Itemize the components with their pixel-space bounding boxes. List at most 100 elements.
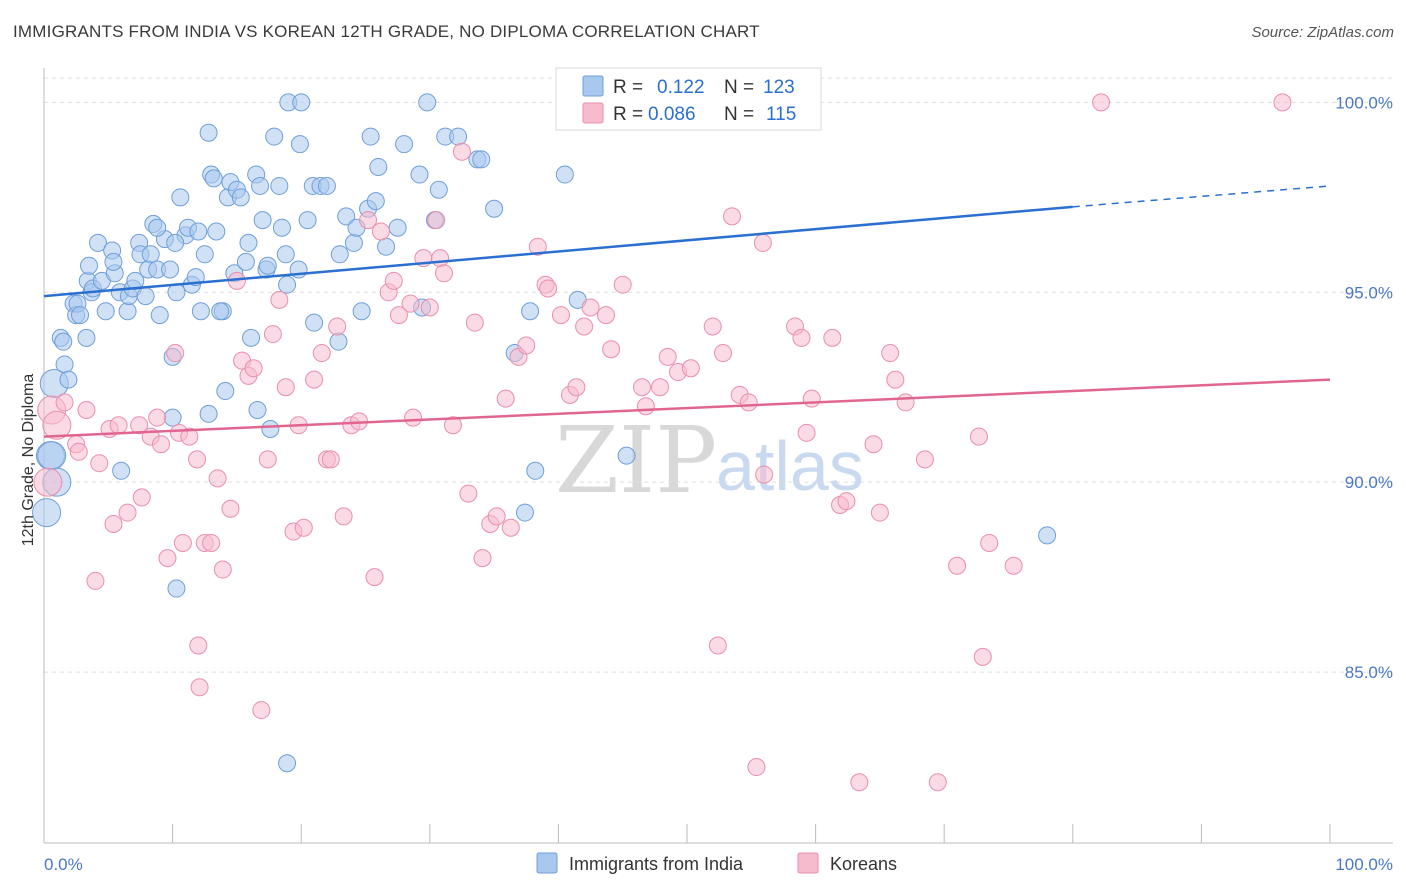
korean-point xyxy=(487,507,506,526)
india-point xyxy=(148,218,167,237)
india-point xyxy=(449,127,468,146)
korean-point xyxy=(596,306,615,325)
india-point xyxy=(344,233,363,252)
korean-point xyxy=(681,359,700,378)
korean-point xyxy=(104,514,123,533)
india-point xyxy=(150,306,169,325)
india-point xyxy=(265,127,284,146)
india-points xyxy=(32,93,1057,773)
korean-point xyxy=(189,636,208,655)
korean-point xyxy=(389,306,408,325)
india-point xyxy=(330,245,349,264)
legend-n-label-korean: N = xyxy=(724,104,754,125)
korean-point xyxy=(148,408,167,427)
india-point xyxy=(521,302,540,321)
india-point xyxy=(1038,526,1057,545)
y-tick-label-85: 85.0% xyxy=(1345,663,1393,682)
bottom-legend-label-korean: Koreans xyxy=(830,854,897,874)
korean-point xyxy=(190,678,209,697)
india-point xyxy=(329,332,348,351)
india-point xyxy=(617,446,636,465)
legend-swatch-korean xyxy=(582,102,604,124)
korean-point xyxy=(837,492,856,511)
korean-point xyxy=(792,328,811,347)
korean-point xyxy=(188,450,207,469)
india-point xyxy=(472,150,491,169)
y-tick-labels: 85.0% 90.0% 95.0% 100.0% xyxy=(1335,93,1393,682)
korean-point xyxy=(459,484,478,503)
korean-point xyxy=(581,298,600,317)
korean-point xyxy=(973,647,992,666)
korean-point xyxy=(613,275,632,294)
korean-point xyxy=(465,313,484,332)
india-point xyxy=(526,461,545,480)
india-point xyxy=(199,123,218,142)
bottom-legend-label-india: Immigrants from India xyxy=(569,854,744,874)
india-point xyxy=(515,503,534,522)
india-point xyxy=(89,233,108,252)
korean-point xyxy=(365,568,384,587)
india-point xyxy=(191,302,210,321)
india-point xyxy=(231,188,250,207)
korean-point xyxy=(109,416,128,435)
korean-point xyxy=(739,393,758,412)
korean-point xyxy=(130,416,149,435)
bottom-legend-swatch-india xyxy=(536,852,558,874)
source-note: Source: ZipAtlas.com xyxy=(1251,24,1394,41)
india-point xyxy=(248,401,267,420)
india-point xyxy=(32,498,62,528)
korean-point xyxy=(86,571,105,590)
korean-point xyxy=(723,207,742,226)
india-point xyxy=(54,332,73,351)
legend-r-label-india: R = xyxy=(613,77,643,98)
korean-point xyxy=(263,325,282,344)
india-point xyxy=(211,302,230,321)
korean-point xyxy=(714,344,733,363)
india-point xyxy=(37,441,67,471)
korean-point xyxy=(1004,556,1023,575)
india-point xyxy=(104,252,123,271)
korean-point xyxy=(528,237,547,256)
korean-point xyxy=(517,336,536,355)
korean-point xyxy=(881,344,900,363)
watermark-zip: ZIP xyxy=(555,407,717,514)
korean-point xyxy=(221,499,240,518)
india-point xyxy=(258,256,277,275)
india-point xyxy=(161,260,180,279)
korean-point xyxy=(312,344,331,363)
korean-point xyxy=(118,503,137,522)
korean-point xyxy=(427,211,446,230)
korean-point xyxy=(948,556,967,575)
india-point xyxy=(77,328,96,347)
korean-point xyxy=(42,410,72,440)
korean-point xyxy=(473,549,492,568)
y-tick-label-95: 95.0% xyxy=(1345,283,1393,302)
korean-point xyxy=(969,427,988,446)
korean-point xyxy=(602,340,621,359)
correlation-legend: R = 0.122 N = 123 R = 0.086 N = 115 xyxy=(555,67,822,131)
india-point xyxy=(216,382,235,401)
korean-point xyxy=(132,488,151,507)
korean-point xyxy=(636,397,655,416)
korean-point xyxy=(252,701,271,720)
chart-title: IMMIGRANTS FROM INDIA VS KOREAN 12TH GRA… xyxy=(13,22,760,41)
korean-point xyxy=(864,435,883,454)
korean-point xyxy=(384,271,403,290)
korean-point xyxy=(747,758,766,777)
india-point xyxy=(305,313,324,332)
korean-point xyxy=(334,507,353,526)
korean-point xyxy=(305,370,324,389)
legend-swatch-india xyxy=(582,75,604,97)
india-point xyxy=(410,165,429,184)
korean-point xyxy=(213,560,232,579)
korean-point xyxy=(802,389,821,408)
korean-point xyxy=(452,142,471,161)
india-point xyxy=(361,127,380,146)
korean-point xyxy=(797,423,816,442)
trend-lines xyxy=(43,185,1331,438)
india-point xyxy=(207,222,226,241)
axes xyxy=(43,68,1393,844)
korean-point xyxy=(551,306,570,325)
korean-point xyxy=(294,518,313,537)
korean-point xyxy=(359,211,378,230)
